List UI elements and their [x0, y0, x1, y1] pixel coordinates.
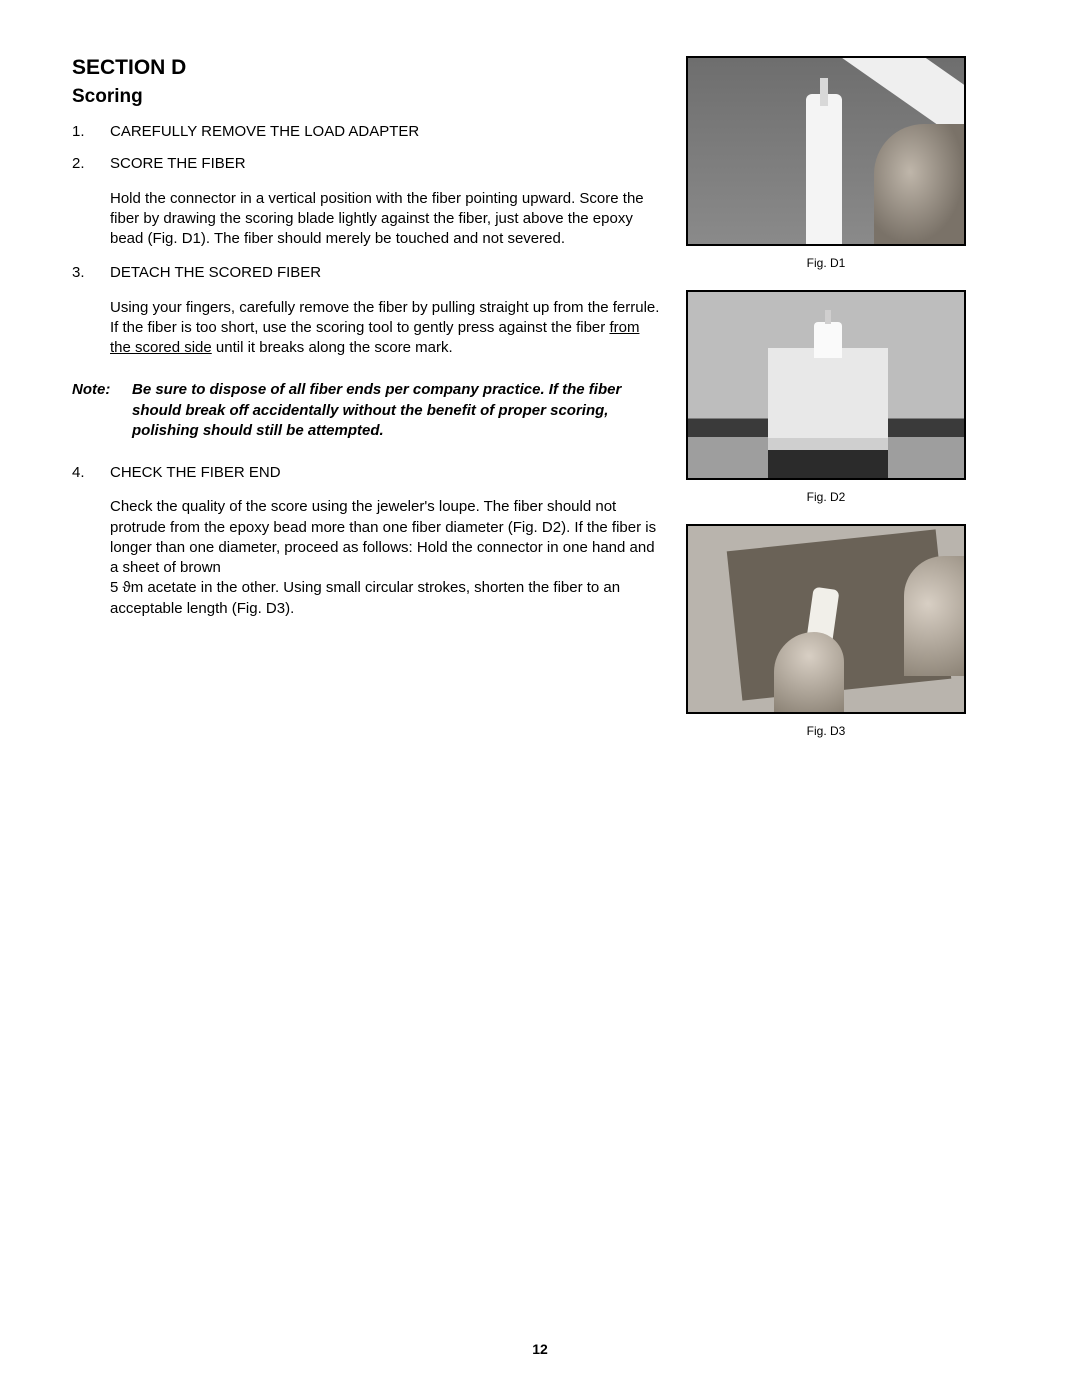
figure-d2-caption: Fig. D2	[686, 490, 966, 504]
figure-d3	[686, 524, 966, 714]
figure-d1-caption: Fig. D1	[686, 256, 966, 270]
note-block: Note: Be sure to dispose of all fiber en…	[72, 380, 662, 441]
step-2-paragraph: Hold the connector in a vertical positio…	[110, 189, 662, 250]
step-number: 4.	[72, 463, 110, 483]
text-column: SECTION D Scoring 1. CAREFULLY REMOVE TH…	[72, 56, 662, 750]
step-3-paragraph: Using your fingers, carefully remove the…	[110, 298, 662, 359]
step-2: 2. SCORE THE FIBER	[72, 154, 662, 174]
figure-d2	[686, 290, 966, 480]
step-3-para-pre: Using your fingers, carefully remove the…	[110, 299, 659, 336]
step-number: 1.	[72, 122, 110, 142]
step-title: CAREFULLY REMOVE THE LOAD ADAPTER	[110, 122, 662, 142]
step-4-paragraph-1: Check the quality of the score using the…	[110, 497, 662, 578]
step-number: 2.	[72, 154, 110, 174]
note-label: Note:	[72, 380, 132, 441]
step-4: 4. CHECK THE FIBER END	[72, 463, 662, 483]
note-text: Be sure to dispose of all fiber ends per…	[132, 380, 662, 441]
figure-column: Fig. D1 Fig. D2 Fig. D3	[686, 56, 966, 750]
figure-d3-caption: Fig. D3	[686, 724, 966, 738]
step-number: 3.	[72, 263, 110, 283]
page-content: SECTION D Scoring 1. CAREFULLY REMOVE TH…	[72, 56, 1008, 750]
step-3: 3. DETACH THE SCORED FIBER	[72, 263, 662, 283]
step-4-paragraph-2: 5 ϑm acetate in the other. Using small c…	[110, 578, 662, 619]
step-title: CHECK THE FIBER END	[110, 463, 662, 483]
step-title: DETACH THE SCORED FIBER	[110, 263, 662, 283]
step-1: 1. CAREFULLY REMOVE THE LOAD ADAPTER	[72, 122, 662, 142]
step-3-para-post: until it breaks along the score mark.	[212, 339, 453, 356]
subheading: Scoring	[72, 86, 662, 108]
step-title: SCORE THE FIBER	[110, 154, 662, 174]
section-heading: SECTION D	[72, 56, 662, 80]
page-number: 12	[0, 1341, 1080, 1357]
figure-d1	[686, 56, 966, 246]
